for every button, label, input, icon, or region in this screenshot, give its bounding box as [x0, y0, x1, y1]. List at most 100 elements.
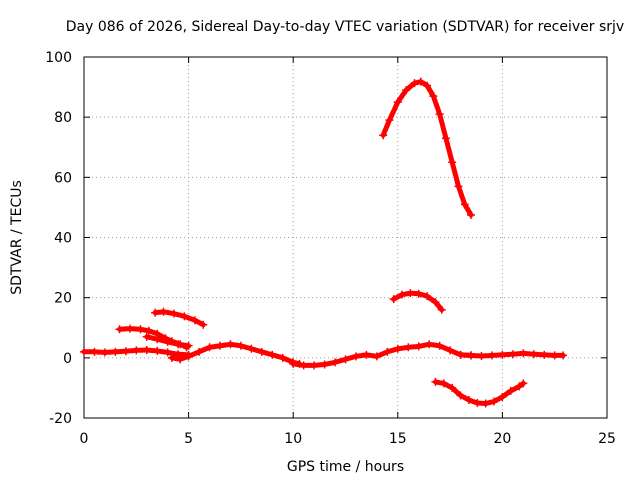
- data-point: [431, 298, 440, 307]
- data-point: [487, 351, 496, 360]
- data-point: [126, 324, 135, 333]
- data-point: [477, 352, 486, 361]
- data-point: [310, 361, 319, 370]
- x-tick-label: 15: [389, 431, 407, 447]
- data-point: [519, 379, 528, 388]
- data-point: [184, 341, 193, 350]
- y-tick-label: 100: [45, 50, 72, 66]
- series-band-arc-peak: [380, 79, 474, 218]
- data-point: [460, 200, 469, 209]
- data-point: [423, 292, 432, 301]
- data-point: [435, 110, 444, 119]
- data-point: [435, 341, 444, 350]
- data-point: [372, 352, 381, 361]
- data-point: [268, 350, 277, 359]
- data-point: [473, 398, 482, 407]
- x-tick-label: 25: [598, 431, 616, 447]
- data-point: [385, 116, 394, 125]
- data-point: [410, 79, 419, 88]
- data-point: [540, 350, 549, 359]
- data-point: [393, 98, 402, 107]
- data-point: [247, 344, 256, 353]
- data-point: [153, 346, 162, 355]
- data-point: [341, 355, 350, 364]
- data-point: [498, 392, 507, 401]
- data-point: [389, 295, 398, 304]
- y-tick-label: 40: [54, 231, 72, 247]
- data-point: [456, 350, 465, 359]
- data-point: [299, 361, 308, 370]
- data-point: [320, 360, 329, 369]
- x-tick-label: 10: [284, 431, 302, 447]
- data-point: [142, 332, 151, 341]
- y-tick-label: 20: [54, 291, 72, 307]
- data-point: [180, 312, 189, 321]
- series-layer: [80, 77, 568, 408]
- data-point: [289, 359, 298, 368]
- data-point: [215, 341, 224, 350]
- data-point: [423, 81, 432, 90]
- data-point: [176, 355, 185, 364]
- data-point: [199, 320, 208, 329]
- data-point: [132, 346, 141, 355]
- data-point: [121, 347, 130, 356]
- x-tick-label: 5: [184, 431, 193, 447]
- data-point: [379, 131, 388, 140]
- data-point: [481, 399, 490, 408]
- data-point: [236, 341, 245, 350]
- series-band-arc-baseline-b: [169, 341, 302, 367]
- data-point: [195, 347, 204, 356]
- data-point: [159, 307, 168, 316]
- data-point: [226, 340, 235, 349]
- data-point: [490, 397, 499, 406]
- data-point: [190, 316, 199, 325]
- data-point: [559, 351, 568, 360]
- data-point: [454, 182, 463, 191]
- data-point: [437, 305, 446, 314]
- data-point: [278, 353, 287, 362]
- data-point: [429, 92, 438, 101]
- data-point: [506, 386, 515, 395]
- data-point: [456, 391, 465, 400]
- data-point: [144, 326, 153, 335]
- data-point: [90, 347, 99, 356]
- data-point: [406, 289, 415, 298]
- data-point: [467, 210, 476, 219]
- data-point: [80, 347, 88, 356]
- data-point: [519, 349, 528, 358]
- data-point: [425, 340, 434, 349]
- data-point: [515, 382, 524, 391]
- data-point: [550, 351, 559, 360]
- x-axis-label: GPS time / hours: [287, 459, 404, 475]
- data-point: [163, 337, 172, 346]
- data-point: [174, 340, 183, 349]
- data-point: [351, 352, 360, 361]
- series-band-arc-baseline-c: [290, 341, 474, 368]
- y-axis-label: SDTVAR / TECUs: [9, 180, 25, 295]
- tick-layer: 0 5 10 15 20 25 -20 0 20 40 60 80 100: [45, 50, 616, 447]
- data-point: [151, 308, 160, 317]
- data-point: [446, 346, 455, 355]
- data-point: [163, 348, 172, 357]
- data-point: [448, 158, 457, 167]
- data-point: [393, 344, 402, 353]
- data-point: [397, 290, 406, 299]
- data-point: [136, 325, 145, 334]
- data-point: [153, 335, 162, 344]
- y-tick-label: 60: [54, 170, 72, 186]
- data-point: [414, 289, 423, 298]
- y-tick-label: 80: [54, 110, 72, 126]
- data-point: [331, 358, 340, 367]
- data-point: [404, 343, 413, 352]
- x-tick-label: 20: [493, 431, 511, 447]
- data-point: [257, 347, 266, 356]
- data-point: [467, 351, 476, 360]
- data-point: [402, 86, 411, 95]
- data-point: [529, 350, 538, 359]
- x-tick-label: 0: [80, 431, 89, 447]
- series-band-arc-early-2: [152, 309, 206, 328]
- y-tick-label: -20: [49, 411, 72, 427]
- data-point: [383, 347, 392, 356]
- data-point: [205, 343, 214, 352]
